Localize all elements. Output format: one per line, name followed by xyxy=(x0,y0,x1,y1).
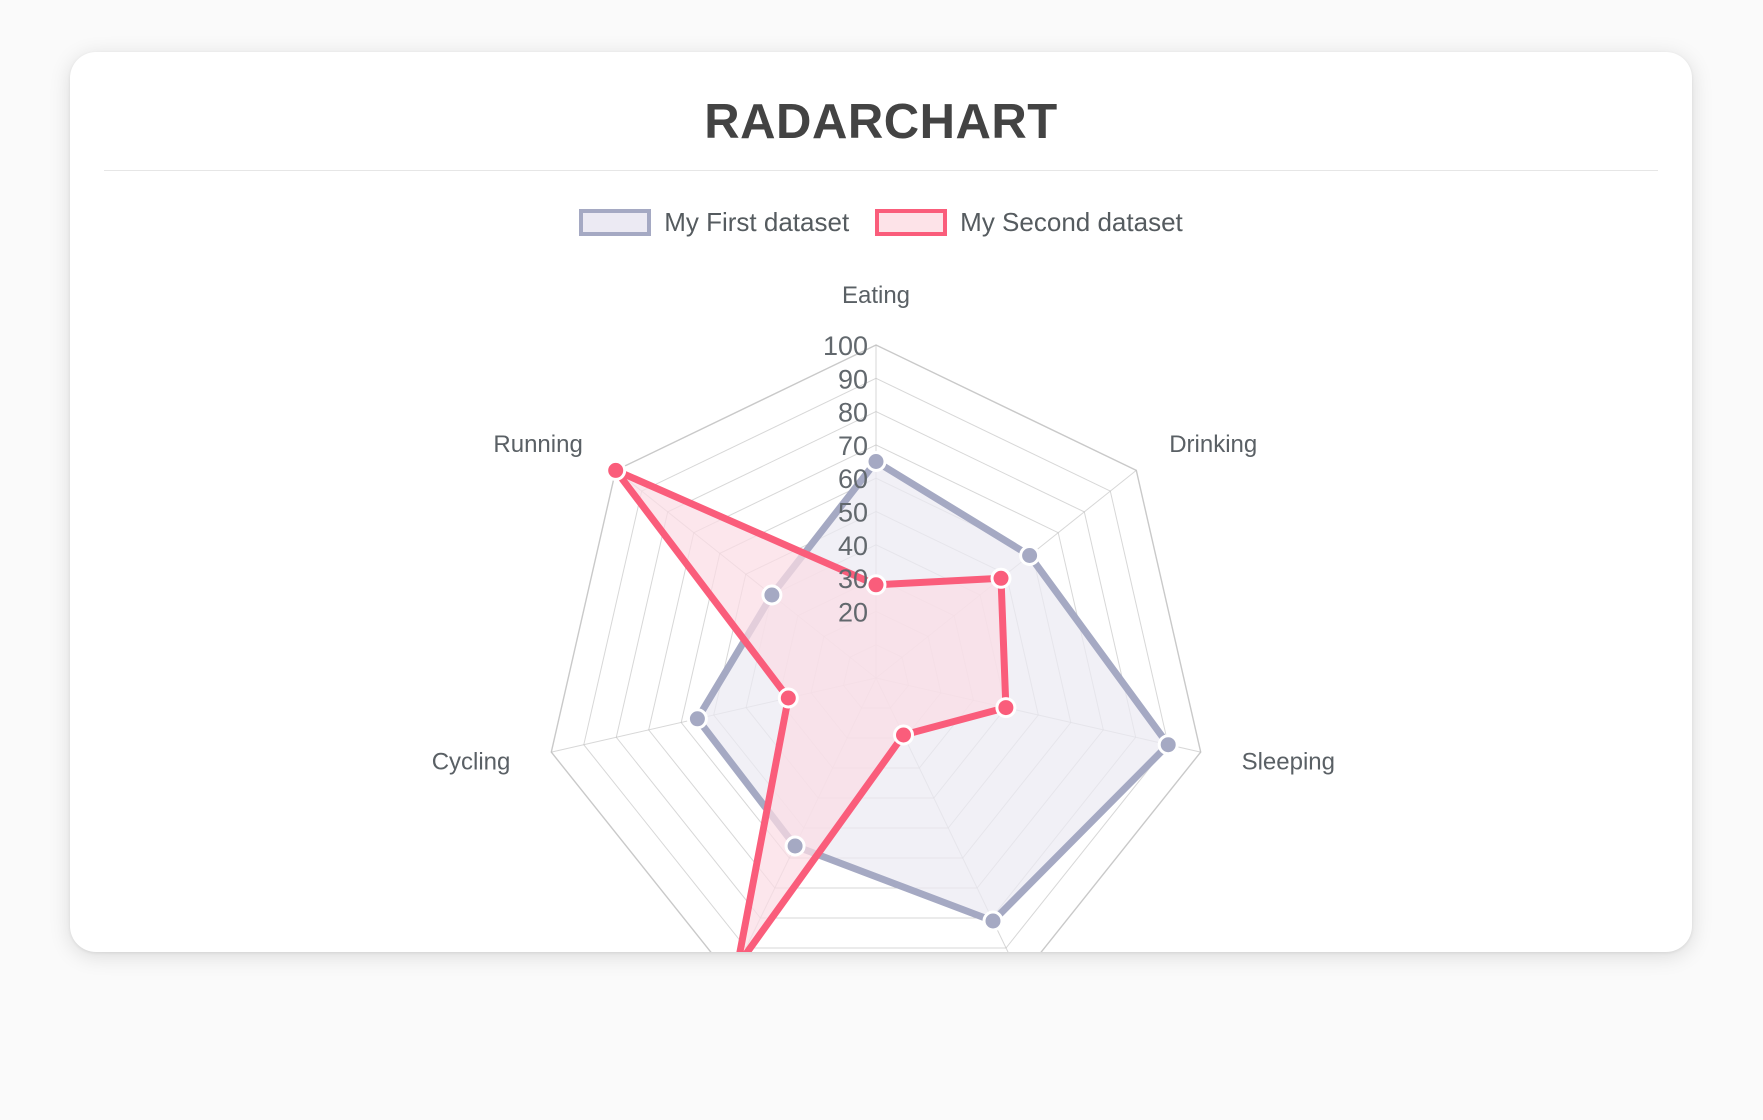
svg-text:90: 90 xyxy=(838,364,868,394)
legend-item-second[interactable]: My Second dataset xyxy=(875,207,1183,238)
svg-text:40: 40 xyxy=(838,531,868,561)
svg-text:30: 30 xyxy=(838,564,868,594)
title-divider xyxy=(104,170,1658,171)
radar-category-labels: EatingDrinkingSleepingDesigningCodingCyc… xyxy=(432,282,1335,775)
svg-text:60: 60 xyxy=(838,464,868,494)
svg-text:100: 100 xyxy=(823,331,868,361)
radar-axis-label: Cycling xyxy=(432,748,511,775)
radar-grid xyxy=(550,344,1202,952)
legend-swatch-first xyxy=(579,209,652,236)
chart-card: RADARCHART My First dataset My Second da… xyxy=(70,52,1692,952)
radar-spokes xyxy=(551,345,1201,952)
chart-legend: My First dataset My Second dataset xyxy=(70,207,1692,238)
legend-label-second: My Second dataset xyxy=(960,207,1183,237)
svg-text:50: 50 xyxy=(838,498,868,528)
svg-text:80: 80 xyxy=(838,398,868,428)
legend-swatch-second xyxy=(875,209,948,236)
svg-text:20: 20 xyxy=(838,597,868,627)
radar-axis-label: Running xyxy=(493,431,582,458)
radar-axis-label: Sleeping xyxy=(1242,748,1335,775)
radar-axis-label: Eating xyxy=(842,282,910,309)
legend-item-first[interactable]: My First dataset xyxy=(579,207,849,238)
svg-text:70: 70 xyxy=(838,431,868,461)
radar-plot-area: 20 30 40 50 60 70 80 90 100 Eating Drinking Sleepi… xyxy=(70,52,1692,952)
radar-axis-label: Drinking xyxy=(1169,431,1257,458)
radar-series xyxy=(605,451,1179,952)
legend-label-first: My First dataset xyxy=(664,207,850,237)
page-title: RADARCHART xyxy=(704,95,1058,149)
